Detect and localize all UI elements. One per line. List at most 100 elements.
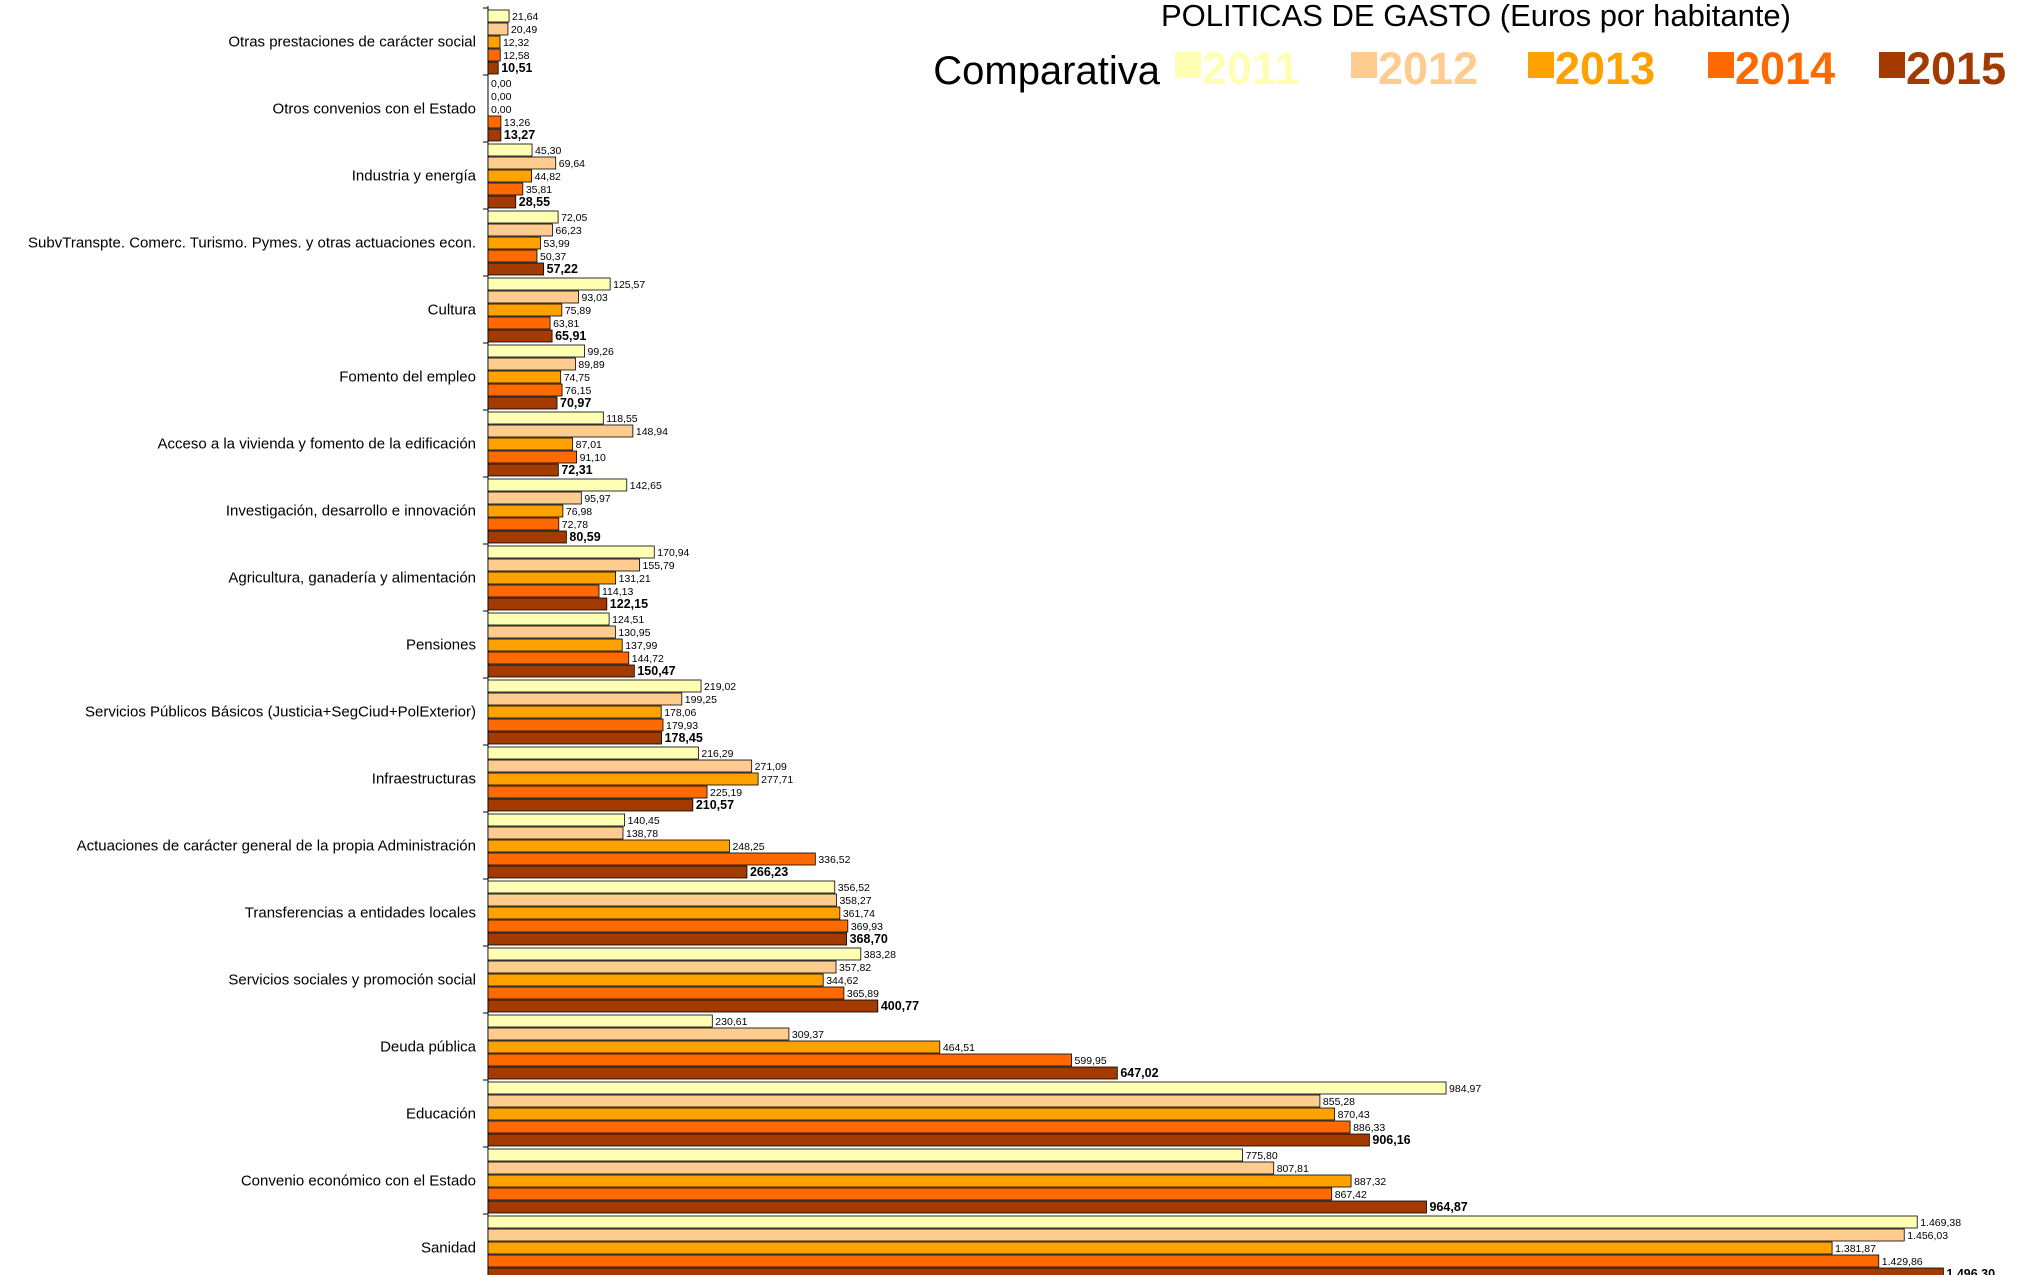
category-label-investigacion-desarrollo-e-innovacion: Investigación, desarrollo e innovación — [226, 503, 476, 520]
bar-otros-convenios-con-el-estado-2014 — [487, 115, 502, 129]
bar-sanidad-2014 — [487, 1254, 1880, 1268]
legend-swatch-2012 — [1351, 52, 1377, 78]
bar-industria-y-energia-2013 — [487, 169, 532, 183]
bar-cultura-2013 — [487, 303, 563, 317]
data-label-sanidad-2015: 1.496,30 — [1946, 1267, 1995, 1275]
data-label-otros-convenios-con-el-estado-2013: 0,00 — [491, 104, 512, 116]
data-label-otras-prestaciones-de-caracter-social-2014: 12,58 — [503, 50, 529, 62]
bar-educacion-2014 — [487, 1120, 1351, 1134]
data-label-subvtranspte-comerc-turismo-pymes-y-otras-actuaciones-econ-2011: 72,05 — [561, 212, 587, 224]
data-label-infraestructuras-2015: 210,57 — [696, 798, 734, 812]
data-label-industria-y-energia-2012: 69,64 — [559, 158, 585, 170]
data-label-servicios-publicos-basicos-justicia-segciud-polexterior-2013: 178,06 — [664, 707, 696, 719]
data-label-actuaciones-de-caracter-general-de-la-propia-administracion-2011: 140,45 — [628, 815, 660, 827]
data-label-investigacion-desarrollo-e-innovacion-2013: 76,98 — [566, 506, 592, 518]
bar-otras-prestaciones-de-caracter-social-2011 — [487, 9, 510, 23]
chart-title: POLITICAS DE GASTO (Euros por habitante) — [1161, 0, 1791, 33]
data-label-actuaciones-de-caracter-general-de-la-propia-administracion-2015: 266,23 — [750, 865, 788, 879]
bar-agricultura-ganaderia-y-alimentacion-2011 — [487, 545, 655, 559]
data-label-convenio-economico-con-el-estado-2011: 775,80 — [1246, 1150, 1278, 1162]
category-label-otros-convenios-con-el-estado: Otros convenios con el Estado — [273, 101, 476, 118]
legend-label-2012: 2012 — [1378, 43, 1478, 94]
bar-servicios-publicos-basicos-justicia-segciud-polexterior-2012 — [487, 692, 683, 706]
bar-pensiones-2013 — [487, 638, 623, 652]
data-label-acceso-a-la-vivienda-y-fomento-de-la-edificacion-2011: 118,55 — [606, 413, 637, 425]
data-label-otras-prestaciones-de-caracter-social-2011: 21,64 — [512, 11, 538, 23]
legend-label-2015: 2015 — [1906, 43, 2006, 94]
data-label-otras-prestaciones-de-caracter-social-2015: 10,51 — [501, 61, 532, 75]
data-label-subvtranspte-comerc-turismo-pymes-y-otras-actuaciones-econ-2015: 57,22 — [547, 262, 578, 276]
data-label-actuaciones-de-caracter-general-de-la-propia-administracion-2012: 138,78 — [626, 828, 658, 840]
bar-otras-prestaciones-de-caracter-social-2015 — [487, 61, 499, 75]
data-label-subvtranspte-comerc-turismo-pymes-y-otras-actuaciones-econ-2012: 66,23 — [555, 225, 581, 237]
bar-acceso-a-la-vivienda-y-fomento-de-la-edificacion-2013 — [487, 437, 574, 451]
data-label-servicios-publicos-basicos-justicia-segciud-polexterior-2015: 178,45 — [665, 731, 703, 745]
data-label-fomento-del-empleo-2015: 70,97 — [560, 396, 591, 410]
data-label-sanidad-2012: 1.456,03 — [1907, 1230, 1948, 1242]
bar-actuaciones-de-caracter-general-de-la-propia-administracion-2015 — [487, 865, 748, 879]
data-label-cultura-2015: 65,91 — [555, 329, 586, 343]
data-label-agricultura-ganaderia-y-alimentacion-2011: 170,94 — [657, 547, 689, 559]
data-label-convenio-economico-con-el-estado-2014: 867,42 — [1335, 1189, 1367, 1201]
bar-investigacion-desarrollo-e-innovacion-2015 — [487, 530, 567, 544]
data-label-sanidad-2013: 1.381,87 — [1835, 1243, 1876, 1255]
data-label-deuda-publica-2013: 464,51 — [943, 1042, 975, 1054]
bar-servicios-publicos-basicos-justicia-segciud-polexterior-2013 — [487, 705, 662, 719]
bar-fomento-del-empleo-2013 — [487, 370, 562, 384]
category-label-fomento-del-empleo: Fomento del empleo — [339, 369, 476, 386]
bar-deuda-publica-2013 — [487, 1040, 941, 1054]
data-label-pensiones-2014: 144,72 — [632, 653, 664, 665]
bar-subvtranspte-comerc-turismo-pymes-y-otras-actuaciones-econ-2015 — [487, 262, 545, 276]
bar-fomento-del-empleo-2012 — [487, 357, 576, 371]
data-label-fomento-del-empleo-2013: 74,75 — [564, 372, 590, 384]
legend: 2011 2012 2013 2014 2015 — [1175, 43, 2006, 94]
bar-otros-convenios-con-el-estado-2015 — [487, 128, 502, 142]
bar-agricultura-ganaderia-y-alimentacion-2012 — [487, 558, 640, 572]
bar-subvtranspte-comerc-turismo-pymes-y-otras-actuaciones-econ-2012 — [487, 223, 553, 237]
data-label-investigacion-desarrollo-e-innovacion-2014: 72,78 — [562, 519, 588, 531]
bar-transferencias-a-entidades-locales-2013 — [487, 906, 841, 920]
bar-investigacion-desarrollo-e-innovacion-2013 — [487, 504, 564, 518]
data-label-otros-convenios-con-el-estado-2011: 0,00 — [491, 78, 512, 90]
data-label-otras-prestaciones-de-caracter-social-2013: 12,32 — [503, 37, 529, 49]
data-label-acceso-a-la-vivienda-y-fomento-de-la-edificacion-2014: 91,10 — [580, 452, 606, 464]
data-label-acceso-a-la-vivienda-y-fomento-de-la-edificacion-2012: 148,94 — [636, 426, 668, 438]
data-label-infraestructuras-2011: 216,29 — [701, 748, 733, 760]
bar-sanidad-2015 — [487, 1267, 1944, 1275]
category-label-industria-y-energia: Industria y energía — [352, 168, 477, 185]
category-label-acceso-a-la-vivienda-y-fomento-de-la-edificacion: Acceso a la vivienda y fomento de la edi… — [157, 436, 476, 453]
data-label-agricultura-ganaderia-y-alimentacion-2012: 155,79 — [643, 560, 675, 572]
bar-transferencias-a-entidades-locales-2012 — [487, 893, 837, 907]
data-label-cultura-2013: 75,89 — [565, 305, 591, 317]
data-label-servicios-publicos-basicos-justicia-segciud-polexterior-2011: 219,02 — [704, 681, 736, 693]
bar-educacion-2013 — [487, 1107, 1336, 1121]
data-label-infraestructuras-2012: 271,09 — [755, 761, 787, 773]
data-label-industria-y-energia-2011: 45,30 — [535, 145, 561, 157]
data-label-pensiones-2011: 124,51 — [612, 614, 644, 626]
bar-pensiones-2014 — [487, 651, 630, 665]
bar-infraestructuras-2013 — [487, 772, 759, 786]
bar-convenio-economico-con-el-estado-2011 — [487, 1148, 1243, 1162]
bar-acceso-a-la-vivienda-y-fomento-de-la-edificacion-2011 — [487, 411, 604, 425]
bar-agricultura-ganaderia-y-alimentacion-2015 — [487, 597, 608, 611]
bar-deuda-publica-2015 — [487, 1066, 1118, 1080]
bar-infraestructuras-2012 — [487, 759, 753, 773]
bar-servicios-sociales-y-promocion-social-2011 — [487, 947, 862, 961]
bar-subvtranspte-comerc-turismo-pymes-y-otras-actuaciones-econ-2014 — [487, 249, 538, 263]
legend-swatch-2013 — [1528, 52, 1554, 78]
data-label-convenio-economico-con-el-estado-2012: 807,81 — [1277, 1163, 1309, 1175]
category-label-sanidad: Sanidad — [421, 1240, 476, 1257]
data-label-educacion-2011: 984,97 — [1449, 1083, 1481, 1095]
bar-fomento-del-empleo-2011 — [487, 344, 585, 358]
bar-convenio-economico-con-el-estado-2013 — [487, 1174, 1352, 1188]
data-label-fomento-del-empleo-2012: 89,89 — [578, 359, 604, 371]
data-label-fomento-del-empleo-2014: 76,15 — [565, 385, 591, 397]
bar-transferencias-a-entidades-locales-2014 — [487, 919, 849, 933]
bar-actuaciones-de-caracter-general-de-la-propia-administracion-2014 — [487, 852, 816, 866]
data-label-cultura-2011: 125,57 — [613, 279, 645, 291]
bar-deuda-publica-2012 — [487, 1027, 790, 1041]
bar-servicios-publicos-basicos-justicia-segciud-polexterior-2014 — [487, 718, 664, 732]
bar-deuda-publica-2014 — [487, 1053, 1072, 1067]
data-label-subvtranspte-comerc-turismo-pymes-y-otras-actuaciones-econ-2014: 50,37 — [540, 251, 566, 263]
